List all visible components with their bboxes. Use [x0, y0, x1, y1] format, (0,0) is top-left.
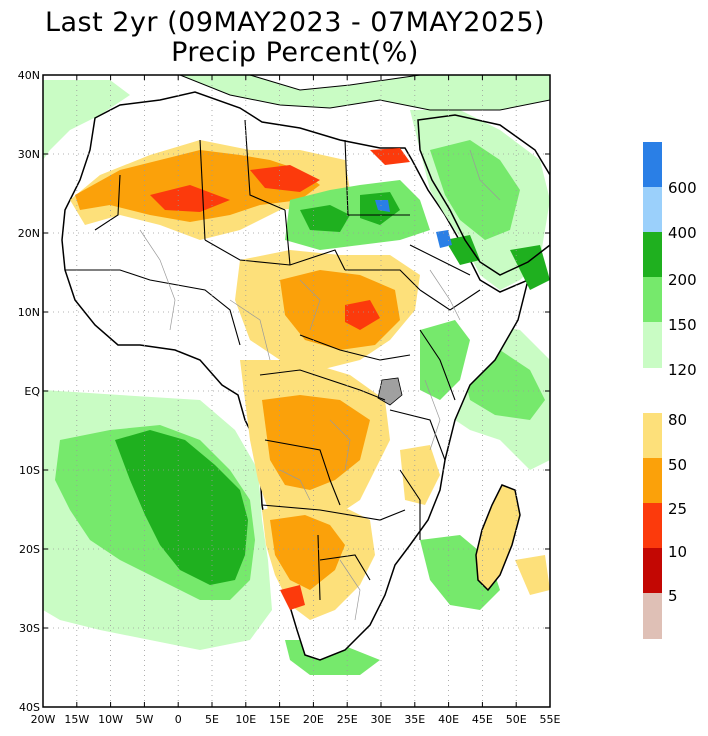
- colorbar-label: 400: [668, 224, 697, 242]
- colorbar-label: 10: [668, 543, 687, 561]
- lat-label: 40S: [19, 701, 40, 714]
- map-gridlines: [43, 75, 550, 707]
- lat-label: 40N: [18, 69, 40, 82]
- colorbar-swatch: [643, 593, 662, 639]
- lat-label: EQ: [24, 385, 40, 398]
- colorbar-label: 150: [668, 316, 697, 334]
- lon-label: 20W: [31, 713, 56, 726]
- colorbar-swatch: [643, 458, 662, 503]
- colorbar-swatch: [643, 187, 662, 232]
- colorbar-swatch: [643, 413, 662, 458]
- lon-label: 55E: [540, 713, 561, 726]
- lon-label: 0: [175, 713, 182, 726]
- land-anomalies: [70, 110, 550, 620]
- colorbar-label: 5: [668, 587, 678, 605]
- lon-label: 30E: [371, 713, 392, 726]
- lat-label: 30N: [18, 148, 40, 161]
- lat-label: 10S: [19, 464, 40, 477]
- colorbar-label: 25: [668, 500, 687, 518]
- colorbar-label: 600: [668, 179, 697, 197]
- lat-label: 30S: [19, 622, 40, 635]
- madagascar-land: [475, 484, 521, 592]
- lon-label: 15W: [64, 713, 89, 726]
- colorbar-swatch: [643, 277, 662, 322]
- lat-label: 10N: [18, 306, 40, 319]
- latitude-labels: 40N 30N 20N 10N EQ 10S 20S 30S 40S: [18, 69, 41, 714]
- colorbar-label: 50: [668, 456, 687, 474]
- colorbar-swatch: [643, 322, 662, 368]
- lon-label: 10E: [235, 713, 256, 726]
- country-borders: [65, 119, 481, 601]
- lon-label: 40E: [438, 713, 459, 726]
- axis-ticks: [42, 74, 551, 708]
- map-data-layer: [43, 75, 550, 675]
- map-title: Last 2yr (09MAY2023 - 07MAY2025): [44, 7, 546, 38]
- map-subtitle: Precip Percent(%): [171, 37, 419, 68]
- lon-label: 45E: [472, 713, 493, 726]
- colorbar-swatch: [643, 232, 662, 277]
- lon-label: 10W: [98, 713, 123, 726]
- colorbar-swatch: [643, 548, 662, 593]
- lon-label: 5W: [135, 713, 153, 726]
- lon-label: 5E: [205, 713, 219, 726]
- lon-label: 35E: [404, 713, 425, 726]
- colorbar-label: 80: [668, 411, 687, 429]
- longitude-labels: 20W 15W 10W 5W 0 5E 10E 15E 20E 25E 30E …: [31, 713, 561, 726]
- colorbar-swatch: [643, 142, 662, 187]
- lon-label: 50E: [506, 713, 527, 726]
- admin-borders: [139, 149, 501, 621]
- colorbar-wet: 600 400 200 150 120: [643, 142, 697, 379]
- lon-label: 20E: [303, 713, 324, 726]
- colorbar-label: 120: [668, 361, 697, 379]
- lat-label: 20S: [19, 543, 40, 556]
- arabia-land: [417, 114, 550, 276]
- lat-label: 20N: [18, 227, 40, 240]
- colorbar-swatch: [643, 503, 662, 548]
- colorbar-dry: 80 50 25 10 5: [643, 411, 687, 639]
- lon-label: 15E: [269, 713, 290, 726]
- colorbar-label: 200: [668, 271, 697, 289]
- lon-label: 25E: [337, 713, 358, 726]
